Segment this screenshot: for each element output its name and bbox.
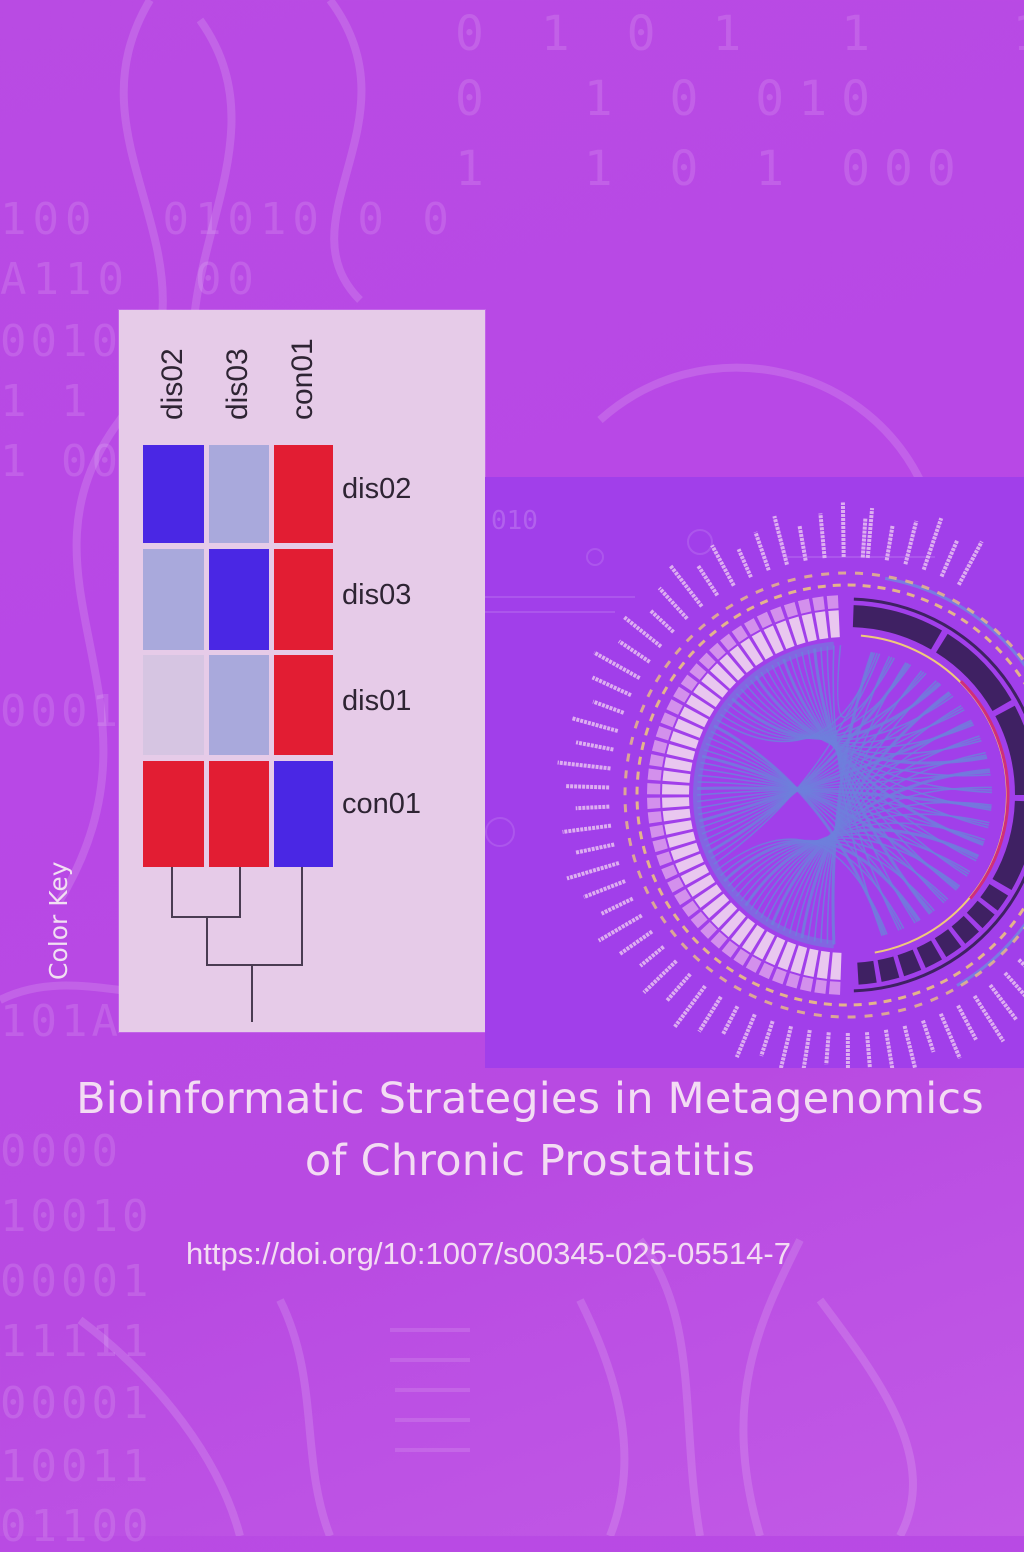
heatmap-cell xyxy=(209,445,269,543)
heatmap-cell xyxy=(209,549,269,650)
heatmap-row-label: dis02 xyxy=(342,473,411,506)
heatmap-cell xyxy=(274,445,333,543)
doi-link[interactable]: https://doi.org/10:1007/s00345-025-05514… xyxy=(186,1236,791,1272)
binary-text-decoration: A110 00 xyxy=(0,258,260,302)
heatmap-panel: dis02 dis03 con01 dis02 dis03 dis01 con0… xyxy=(119,310,485,1032)
heatmap-column-label: con01 xyxy=(283,310,323,420)
heatmap-row-label: con01 xyxy=(342,788,421,821)
binary-text-decoration: 0010 xyxy=(0,320,122,364)
binary-text-decoration: 00001 xyxy=(0,1260,152,1304)
binary-text-decoration: 0 1 0 010 xyxy=(455,75,884,123)
binary-text-decoration: 010 xyxy=(491,506,538,536)
binary-text-decoration: 11111 xyxy=(0,1320,152,1364)
heatmap-cell xyxy=(143,761,204,867)
binary-text-decoration: 00001 xyxy=(0,1382,152,1426)
heatmap-cell xyxy=(143,655,204,755)
heatmap-cell xyxy=(274,655,333,755)
binary-text-decoration: 0001 xyxy=(0,690,122,734)
binary-text-decoration: 1 00 xyxy=(0,440,122,484)
binary-text-decoration: 0 1 0 1 1 1 xyxy=(455,10,1024,58)
heatmap-row-label: dis01 xyxy=(342,685,411,718)
binary-text-decoration: 10010 xyxy=(0,1195,152,1239)
heatmap-cell xyxy=(143,549,204,650)
heatmap-cell xyxy=(274,549,333,650)
heatmap-column-label: dis02 xyxy=(153,310,193,420)
binary-text-decoration: 100 01010 0 0 xyxy=(0,198,455,242)
binary-text-decoration: 10011 xyxy=(0,1445,152,1489)
heatmap-cell xyxy=(209,655,269,755)
binary-text-decoration: 01100 xyxy=(0,1505,152,1549)
color-key-label: Color Key xyxy=(44,861,73,980)
heatmap-cell xyxy=(209,761,269,867)
chord-diagram-panel: 010 xyxy=(485,477,1024,1068)
heatmap-cell xyxy=(143,445,204,543)
cover-title: Bioinformatic Strategies in Metagenomics… xyxy=(0,1068,1024,1192)
chord-diagram: 010 xyxy=(485,477,1024,1068)
heatmap-cell xyxy=(274,761,333,867)
heatmap-column-label: dis03 xyxy=(218,310,258,420)
title-line-2: of Chronic Prostatitis xyxy=(0,1130,1024,1192)
binary-text-decoration: 1 1 0 1 000 1 xyxy=(455,145,1024,193)
title-line-1: Bioinformatic Strategies in Metagenomics xyxy=(0,1068,1024,1130)
heatmap-row-label: dis03 xyxy=(342,579,411,612)
binary-text-decoration: 101A xyxy=(0,1000,122,1044)
